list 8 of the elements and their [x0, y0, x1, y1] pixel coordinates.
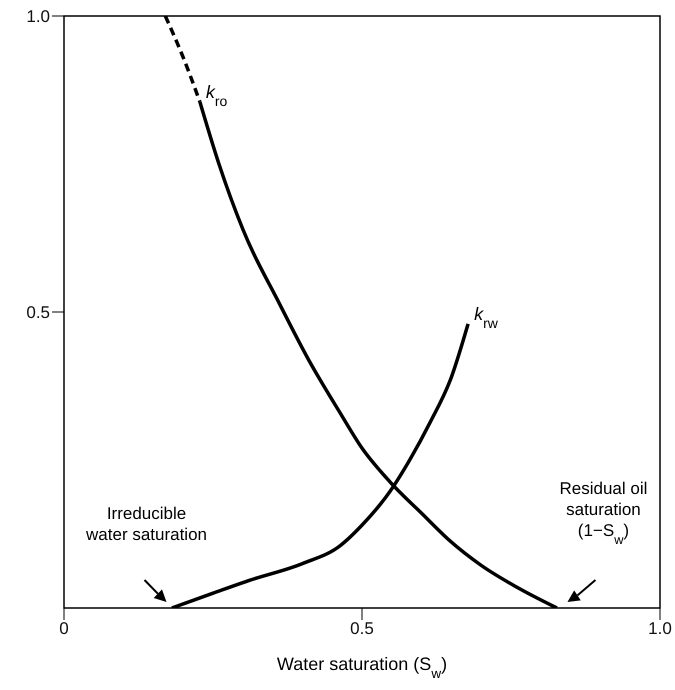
series-label: k$_{ro}$ [206, 82, 228, 109]
x-axis-title: Water saturation (S$_{w}$) [276, 654, 448, 680]
series-label: k$_{rw}$ [474, 304, 499, 331]
x-tick-label: 0 [59, 619, 69, 638]
x-tick-label: 1.0 [648, 619, 672, 638]
x-tick-label: 0.5 [350, 619, 374, 638]
annotation: Residual oil saturation (1−S$_{w}$) [560, 479, 648, 546]
annotation: Irreducible water saturation [85, 504, 207, 544]
